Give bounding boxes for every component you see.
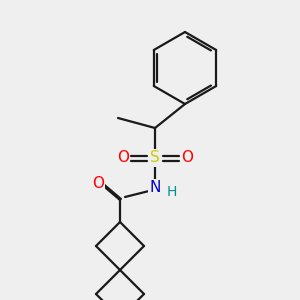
Text: O: O [117,151,129,166]
Text: N: N [149,181,161,196]
Text: H: H [167,185,177,199]
Text: O: O [181,151,193,166]
Text: O: O [92,176,104,190]
Text: S: S [150,151,160,166]
